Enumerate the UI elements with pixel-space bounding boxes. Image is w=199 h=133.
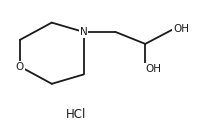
Text: HCl: HCl (65, 108, 86, 121)
Text: O: O (16, 61, 24, 72)
Text: OH: OH (145, 64, 161, 74)
Text: OH: OH (173, 24, 189, 34)
Text: N: N (80, 27, 87, 37)
